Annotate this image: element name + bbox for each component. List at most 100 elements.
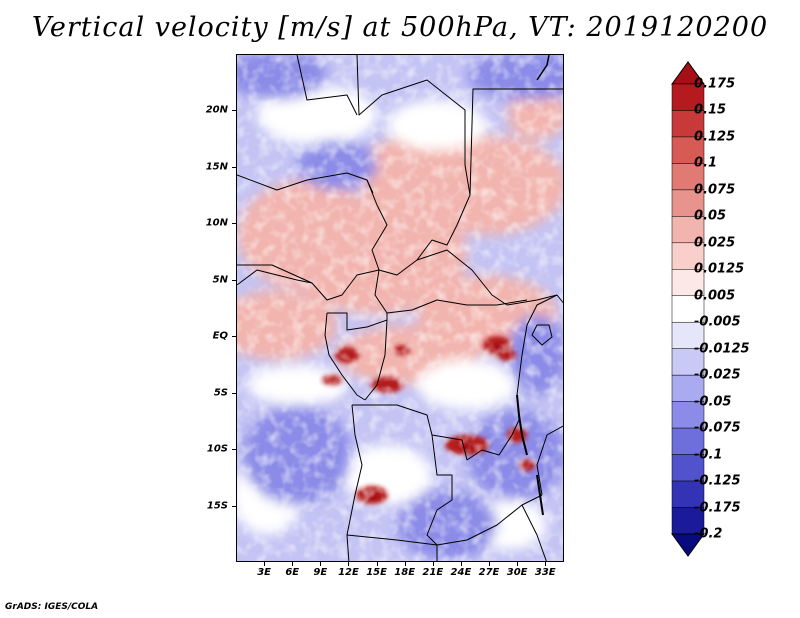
colorbar-label: 0.075 <box>694 182 736 198</box>
chad-east <box>416 194 471 261</box>
lake-victoria <box>531 324 553 346</box>
lat-tick-mark <box>232 392 236 394</box>
lon-tick-mark <box>432 562 434 566</box>
colorbar-bin <box>671 269 705 297</box>
lon-tick-label: 6E <box>285 567 300 578</box>
lat-tick-label: 10S <box>206 443 228 455</box>
lat-tick-mark <box>232 449 236 451</box>
colorbar-label: -0.025 <box>694 367 741 383</box>
angola-zambia <box>426 434 453 546</box>
colorbar-bin <box>671 136 705 164</box>
coast-west <box>237 269 313 286</box>
cameroon-car <box>374 269 388 314</box>
lon-tick-mark <box>264 562 266 566</box>
colorbar-bin <box>671 110 705 138</box>
lat-tick-mark <box>232 336 236 338</box>
colorbar-label: 0.0125 <box>694 261 745 277</box>
colorbar-bin <box>671 163 705 191</box>
tanzania-mozambique <box>536 425 563 496</box>
car-north <box>378 249 558 306</box>
lat-tick-label: 5N <box>212 274 228 286</box>
credit-text: GrADS: IGES/COLA <box>5 602 99 612</box>
colorbar-label: -0.125 <box>694 473 741 489</box>
colorbar-bin <box>671 216 705 244</box>
colorbar-label: 0.025 <box>694 235 736 251</box>
colorbar-label: -0.075 <box>694 420 741 436</box>
colorbar-label: -0.0125 <box>694 341 750 357</box>
lon-tick-label: 30E <box>506 567 528 578</box>
lat-tick-mark <box>232 505 236 507</box>
lon-tick-label: 33E <box>534 567 556 578</box>
map-title: Vertical velocity [m/s] at 500hPa, VT: 2… <box>31 12 769 43</box>
lat-tick-label: 20N <box>205 104 228 116</box>
lon-tick-label: 21E <box>422 567 444 578</box>
lat-tick-label: 15S <box>206 500 228 512</box>
lon-tick-mark <box>489 562 491 566</box>
colorbar-label: -0.05 <box>694 394 732 410</box>
colorbar-bin <box>671 242 705 270</box>
colorbar-bin <box>671 348 705 376</box>
lat-tick-mark <box>232 279 236 281</box>
mozambique <box>521 504 547 561</box>
lon-tick-label: 27E <box>478 567 500 578</box>
colorbar-label: -0.005 <box>694 314 741 330</box>
lon-tick-label: 9E <box>313 567 328 578</box>
car-south <box>386 299 528 314</box>
colorbar-label: 0.1 <box>694 155 718 171</box>
zambia-south <box>436 494 543 546</box>
lon-tick-label: 3E <box>257 567 272 578</box>
colorbar-label: 0.175 <box>694 76 736 92</box>
colorbar-label: 0.05 <box>694 208 727 224</box>
lon-tick-mark <box>517 562 519 566</box>
colorbar-label: -0.1 <box>694 447 723 463</box>
colorbar-bin <box>671 480 705 508</box>
niger-chad-border <box>296 55 358 116</box>
lat-tick-mark <box>232 110 236 112</box>
lon-tick-mark <box>545 562 547 566</box>
colorbar-bin <box>671 454 705 482</box>
colorbar-label: -0.2 <box>694 526 723 542</box>
colorbar-label: 0.005 <box>694 288 736 304</box>
colorbar-bin <box>671 401 705 429</box>
lat-tick-label: 5S <box>213 387 228 399</box>
angola-coast <box>346 404 363 561</box>
lat-tick-label: 15N <box>205 161 228 173</box>
lat-tick-mark <box>232 166 236 168</box>
lake-malawi <box>536 474 544 516</box>
colorbar-bin <box>671 321 705 349</box>
lon-tick-mark <box>348 562 350 566</box>
lon-tick-mark <box>292 562 294 566</box>
gabon-congo <box>327 312 388 331</box>
chad-lake <box>366 179 388 271</box>
colorbar-bin <box>671 295 705 323</box>
lon-tick-label: 12E <box>338 567 359 578</box>
lat-tick-mark <box>232 223 236 225</box>
lon-tick-label: 18E <box>394 567 416 578</box>
lon-tick-mark <box>460 562 462 566</box>
nile-northeast <box>536 55 550 81</box>
lon-tick-mark <box>404 562 406 566</box>
vertical-velocity-field <box>237 55 563 561</box>
lake-tanganyika <box>516 394 528 456</box>
lat-tick-label: EQ <box>212 330 228 342</box>
colorbar <box>671 61 705 557</box>
libya-east-border <box>469 88 563 196</box>
colorbar-bin <box>671 189 705 217</box>
colorbar-label: 0.15 <box>694 102 727 118</box>
lon-tick-mark <box>376 562 378 566</box>
angola-namibia <box>346 534 438 546</box>
gabon-coast <box>324 312 366 401</box>
congo-drc <box>364 319 388 401</box>
lon-tick-label: 15E <box>366 567 387 578</box>
map-panel <box>236 54 564 562</box>
lon-tick-mark <box>320 562 322 566</box>
colorbar-label: 0.125 <box>694 129 736 145</box>
nigeria-cameroon <box>237 264 380 301</box>
colorbar-bin <box>671 507 705 535</box>
libya-niger-border <box>356 55 471 196</box>
colorbar-bin <box>671 427 705 455</box>
east-africa-border <box>516 294 563 396</box>
colorbar-bin <box>671 374 705 402</box>
drc-angola <box>352 404 468 461</box>
colorbar-label: -0.175 <box>694 500 741 516</box>
